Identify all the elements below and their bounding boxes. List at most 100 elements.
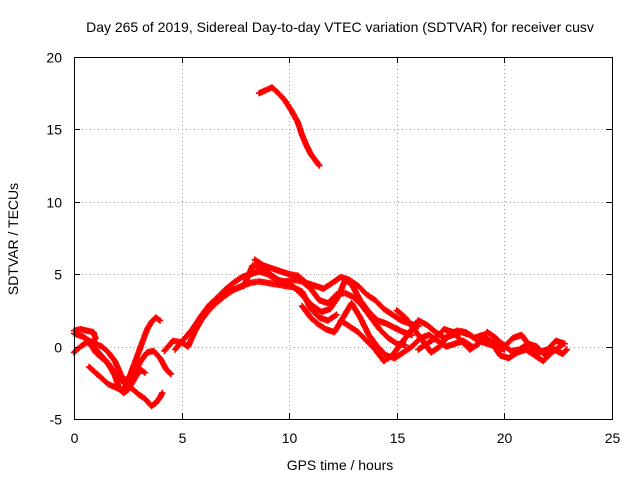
data-point bbox=[339, 319, 343, 322]
data-point bbox=[120, 388, 123, 392]
data-point bbox=[137, 393, 140, 396]
y-tick-label: 10 bbox=[46, 195, 62, 211]
data-point bbox=[445, 345, 448, 348]
data-point bbox=[283, 280, 287, 283]
data-point bbox=[126, 388, 129, 392]
data-point bbox=[343, 291, 347, 295]
x-axis-label: GPS time / hours bbox=[287, 457, 394, 473]
data-point bbox=[359, 316, 362, 319]
data-point bbox=[430, 351, 433, 354]
data-point bbox=[518, 348, 521, 351]
data-point bbox=[94, 342, 97, 345]
data-point bbox=[249, 281, 252, 285]
data-point bbox=[378, 328, 381, 331]
data-point bbox=[451, 330, 454, 334]
data-point bbox=[300, 304, 304, 308]
data-point bbox=[150, 404, 153, 408]
data-point bbox=[561, 352, 564, 356]
data-point bbox=[253, 258, 256, 261]
data-point bbox=[425, 323, 429, 327]
x-tick-label: 25 bbox=[605, 430, 621, 446]
data-point bbox=[193, 330, 196, 334]
data-point bbox=[436, 339, 439, 343]
data-point bbox=[348, 325, 351, 328]
y-tick-label: 5 bbox=[54, 267, 62, 283]
data-point bbox=[257, 280, 261, 283]
data-point bbox=[356, 330, 360, 334]
data-point bbox=[270, 267, 274, 270]
data-point bbox=[402, 330, 405, 334]
series-track-8 bbox=[251, 256, 422, 330]
data-point bbox=[191, 328, 194, 331]
data-point bbox=[100, 345, 104, 348]
data-point bbox=[524, 348, 528, 351]
data-point bbox=[290, 109, 293, 112]
y-axis-label: SDTVAR / TECUs bbox=[5, 183, 21, 295]
data-point bbox=[182, 338, 185, 341]
data-point bbox=[339, 275, 343, 279]
data-point bbox=[249, 273, 252, 276]
data-point bbox=[145, 328, 149, 331]
data-point bbox=[257, 270, 261, 273]
data-point bbox=[374, 348, 377, 351]
data-point bbox=[294, 287, 297, 290]
data-point bbox=[509, 349, 513, 353]
data-point bbox=[240, 275, 244, 279]
data-point bbox=[292, 278, 295, 282]
data-point bbox=[122, 391, 125, 395]
data-point bbox=[173, 348, 177, 351]
data-point bbox=[455, 329, 459, 332]
data-point bbox=[425, 342, 429, 345]
data-point bbox=[264, 89, 267, 92]
data-point bbox=[165, 368, 168, 371]
data-point bbox=[133, 371, 136, 374]
data-point bbox=[105, 359, 108, 363]
data-point bbox=[391, 313, 394, 316]
data-point bbox=[85, 329, 89, 332]
data-point bbox=[412, 328, 416, 331]
data-point bbox=[384, 322, 388, 325]
data-point bbox=[408, 330, 411, 334]
data-point bbox=[296, 274, 300, 277]
data-point bbox=[257, 92, 261, 95]
x-tick-label: 10 bbox=[282, 430, 298, 446]
data-point bbox=[111, 368, 114, 371]
data-point bbox=[393, 326, 396, 329]
data-point bbox=[485, 330, 489, 334]
data-point bbox=[163, 349, 166, 353]
data-point bbox=[152, 349, 155, 353]
data-point bbox=[421, 339, 424, 343]
data-point bbox=[315, 322, 319, 325]
data-point bbox=[113, 359, 117, 363]
data-point bbox=[318, 316, 321, 319]
data-point bbox=[214, 297, 218, 301]
data-point bbox=[130, 387, 134, 390]
data-point bbox=[98, 352, 102, 356]
data-point bbox=[117, 377, 121, 380]
data-point bbox=[365, 293, 368, 296]
data-point bbox=[395, 309, 398, 312]
data-point bbox=[326, 319, 330, 322]
y-tick-label: -5 bbox=[50, 412, 63, 428]
data-point bbox=[92, 330, 95, 334]
data-point bbox=[498, 354, 502, 357]
data-point bbox=[382, 307, 386, 311]
data-point bbox=[501, 342, 504, 345]
data-point bbox=[352, 296, 355, 299]
data-point bbox=[81, 335, 84, 338]
data-point bbox=[335, 313, 338, 316]
data-point bbox=[137, 351, 140, 354]
data-point bbox=[559, 345, 562, 348]
data-point bbox=[206, 307, 209, 311]
data-point bbox=[154, 401, 157, 405]
data-point bbox=[404, 316, 407, 319]
data-point bbox=[87, 339, 91, 343]
data-points bbox=[70, 84, 571, 410]
data-point bbox=[399, 342, 403, 345]
data-point bbox=[139, 368, 142, 371]
data-point bbox=[305, 144, 308, 147]
data-point bbox=[410, 333, 414, 337]
data-point bbox=[438, 345, 442, 348]
data-point bbox=[145, 351, 149, 354]
